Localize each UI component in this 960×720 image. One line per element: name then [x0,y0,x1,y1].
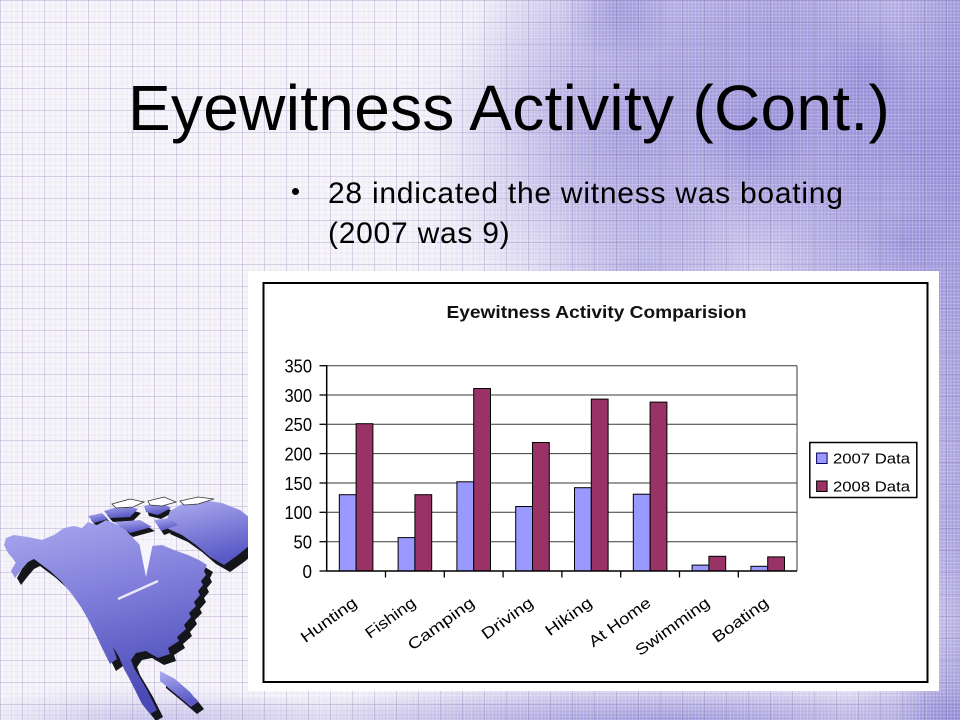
svg-text:0: 0 [303,562,313,582]
svg-text:2008 Data: 2008 Data [833,480,911,496]
svg-text:100: 100 [285,503,313,523]
svg-text:150: 150 [285,474,313,494]
svg-text:50: 50 [294,533,313,553]
svg-text:200: 200 [285,444,313,464]
svg-text:350: 350 [285,357,313,377]
svg-text:Eyewitness Activity Comparisio: Eyewitness Activity Comparision [447,302,747,322]
svg-text:250: 250 [285,415,313,435]
svg-text:300: 300 [285,386,313,406]
svg-text:2007 Data: 2007 Data [833,452,911,468]
